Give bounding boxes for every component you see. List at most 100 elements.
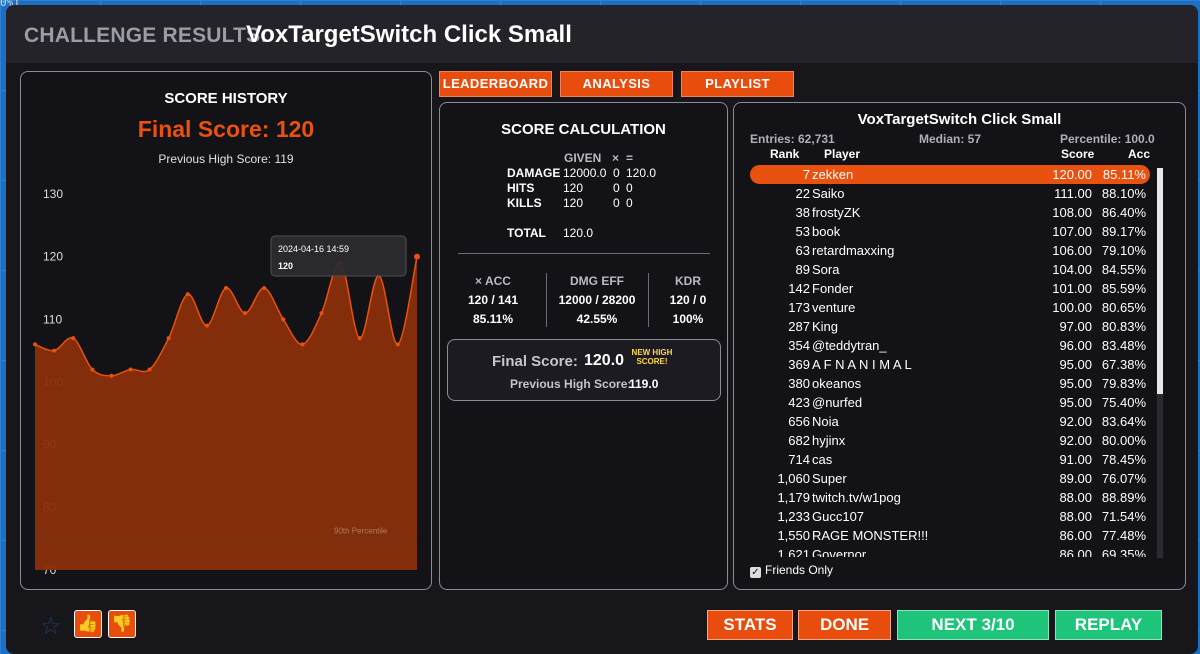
acc-cell: 83.64% (1101, 414, 1146, 429)
hits-mult: 0 (613, 181, 620, 195)
stat-divider (648, 273, 649, 327)
thumbs-up-icon[interactable]: 👍 (74, 610, 102, 638)
stats-button[interactable]: STATS (707, 610, 793, 640)
score-cell: 91.00 (1059, 452, 1092, 467)
leaderboard-row[interactable]: 380 okeanos 95.00 79.83% (750, 374, 1150, 393)
player-cell: Saiko (812, 186, 845, 201)
acc-column-header[interactable]: Acc (1128, 147, 1151, 161)
player-cell: Gucc107 (812, 509, 865, 524)
leaderboard-row[interactable]: 63 retardmaxxing 106.00 79.10% (750, 241, 1150, 260)
rank-cell: 89 (795, 262, 810, 277)
leaderboard-row[interactable]: 22 Saiko 111.00 88.10% (750, 184, 1150, 203)
score-point (128, 367, 133, 372)
rank-cell: 1,179 (777, 490, 810, 505)
rank-column-header[interactable]: Rank (770, 147, 800, 161)
player-cell: book (812, 224, 841, 239)
leaderboard-row[interactable]: 1,550 RAGE MONSTER!!! 86.00 77.48% (750, 526, 1150, 545)
score-column-header[interactable]: Score (1061, 147, 1095, 161)
score-cell: 89.00 (1059, 471, 1092, 486)
acc-cell: 78.45% (1101, 452, 1146, 467)
player-cell: okeanos (812, 376, 862, 391)
rank-cell: 22 (795, 186, 810, 201)
leaderboard-row[interactable]: 173 venture 100.00 80.65% (750, 298, 1150, 317)
score-cell: 104.00 (1052, 262, 1092, 277)
player-cell: cas (812, 452, 833, 467)
player-cell: Sora (812, 262, 840, 277)
leaderboard-row[interactable]: 89 Sora 104.00 84.55% (750, 260, 1150, 279)
leaderboard-scrollbar[interactable] (1157, 168, 1163, 558)
rank-cell: 287 (788, 319, 810, 334)
leaderboard-row[interactable]: 1,179 twitch.tv/w1pog 88.00 88.89% (750, 488, 1150, 507)
friends-only-label: Friends Only (765, 563, 834, 577)
score-history-chart[interactable]: 13012011010090807090th Percentile2024-04… (21, 72, 431, 589)
next-button[interactable]: NEXT 3/10 (897, 610, 1049, 640)
player-column-header[interactable]: Player (824, 147, 861, 161)
score-cell: 111.00 (1054, 186, 1092, 201)
leaderboard-row[interactable]: 423 @nurfed 95.00 75.40% (750, 393, 1150, 412)
score-point (147, 367, 152, 372)
player-cell: Governor (812, 547, 867, 557)
rank-cell: 7 (802, 167, 810, 182)
tab-leaderboard[interactable]: LEADERBOARD (439, 71, 552, 97)
player-cell: Fonder (812, 281, 854, 296)
leaderboard-row[interactable]: 369 A F N A N I M A L 95.00 67.38% (750, 355, 1150, 374)
rank-cell: 173 (788, 300, 810, 315)
player-cell: venture (812, 300, 856, 315)
rank-cell: 682 (788, 433, 810, 448)
score-point (185, 292, 190, 297)
leaderboard-row[interactable]: 1,233 Gucc107 88.00 71.54% (750, 507, 1150, 526)
total-value: 120.0 (563, 226, 594, 240)
friends-only-toggle[interactable]: ✓ Friends Only (750, 563, 833, 578)
scrollbar-thumb[interactable] (1157, 168, 1163, 394)
score-point (109, 373, 114, 378)
score-point (224, 286, 228, 290)
player-cell: RAGE MONSTER!!! (812, 528, 929, 543)
leaderboard-row[interactable]: 682 hyjinx 92.00 80.00% (750, 431, 1150, 450)
leaderboard-row[interactable]: 1,621 Governor 86.00 69.35% (750, 545, 1150, 557)
y-tick-label: 110 (43, 312, 62, 326)
acc-cell: 69.35% (1101, 547, 1146, 557)
score-point (243, 311, 248, 316)
entries-count: Entries: 62,731 (750, 132, 835, 146)
previous-high-label: Previous High Score: (510, 377, 632, 391)
kills-given: 120 (563, 196, 584, 210)
replay-button[interactable]: REPLAY (1055, 610, 1162, 640)
leaderboard-row[interactable]: 1,060 Super 89.00 76.07% (750, 469, 1150, 488)
leaderboard-panel: VoxTargetSwitch Click Small Entries: 62,… (733, 102, 1186, 590)
score-point (414, 253, 420, 260)
rank-cell: 63 (795, 243, 810, 258)
leaderboard-row[interactable]: 287 King 97.00 80.83% (750, 317, 1150, 336)
player-cell: King (812, 319, 839, 334)
favorite-star-icon[interactable]: ☆ (40, 613, 62, 640)
score-point (204, 323, 209, 328)
done-button[interactable]: DONE (798, 610, 891, 640)
leaderboard-row[interactable]: 53 book 107.00 89.17% (750, 222, 1150, 241)
leaderboard-row[interactable]: 714 cas 91.00 78.45% (750, 450, 1150, 469)
thumbs-down-icon[interactable]: 👎 (108, 610, 136, 638)
score-cell: 96.00 (1059, 338, 1092, 353)
stat-divider (546, 273, 547, 327)
score-point (281, 317, 286, 322)
score-calculation-panel: SCORE CALCULATION GIVEN × = DAMAGE 12000… (439, 102, 728, 590)
percentile-value: Percentile: 100.0 (1060, 132, 1155, 146)
leaderboard-row-self[interactable]: 7 zekken 120.00 85.11% (750, 165, 1150, 184)
tab-analysis[interactable]: ANALYSIS (560, 71, 673, 97)
hits-result: 0 (626, 181, 633, 195)
leaderboard-row[interactable]: 38 frostyZK 108.00 86.40% (750, 203, 1150, 222)
leaderboard-row[interactable]: 142 Fonder 101.00 85.59% (750, 279, 1150, 298)
score-cell: 92.00 (1059, 433, 1092, 448)
tab-playlist[interactable]: PLAYLIST (681, 71, 794, 97)
score-history-title: SCORE HISTORY (164, 90, 288, 107)
kills-mult: 0 (613, 196, 620, 210)
leaderboard-row[interactable]: 656 Noia 92.00 83.64% (750, 412, 1150, 431)
acc-cell: 86.40% (1101, 205, 1146, 220)
friends-only-checkbox[interactable]: ✓ (750, 567, 761, 578)
player-cell: A F N A N I M A L (812, 357, 912, 372)
rank-cell: 38 (795, 205, 810, 220)
acc-cell: 84.55% (1101, 262, 1146, 277)
new-high-line1: NEW HIGH (631, 348, 673, 357)
kdr-ratio: 120 / 0 (669, 293, 707, 307)
kdr-percent: 100% (672, 312, 704, 326)
given-header: GIVEN (564, 151, 602, 165)
leaderboard-row[interactable]: 354 @teddytran_ 96.00 83.48% (750, 336, 1150, 355)
